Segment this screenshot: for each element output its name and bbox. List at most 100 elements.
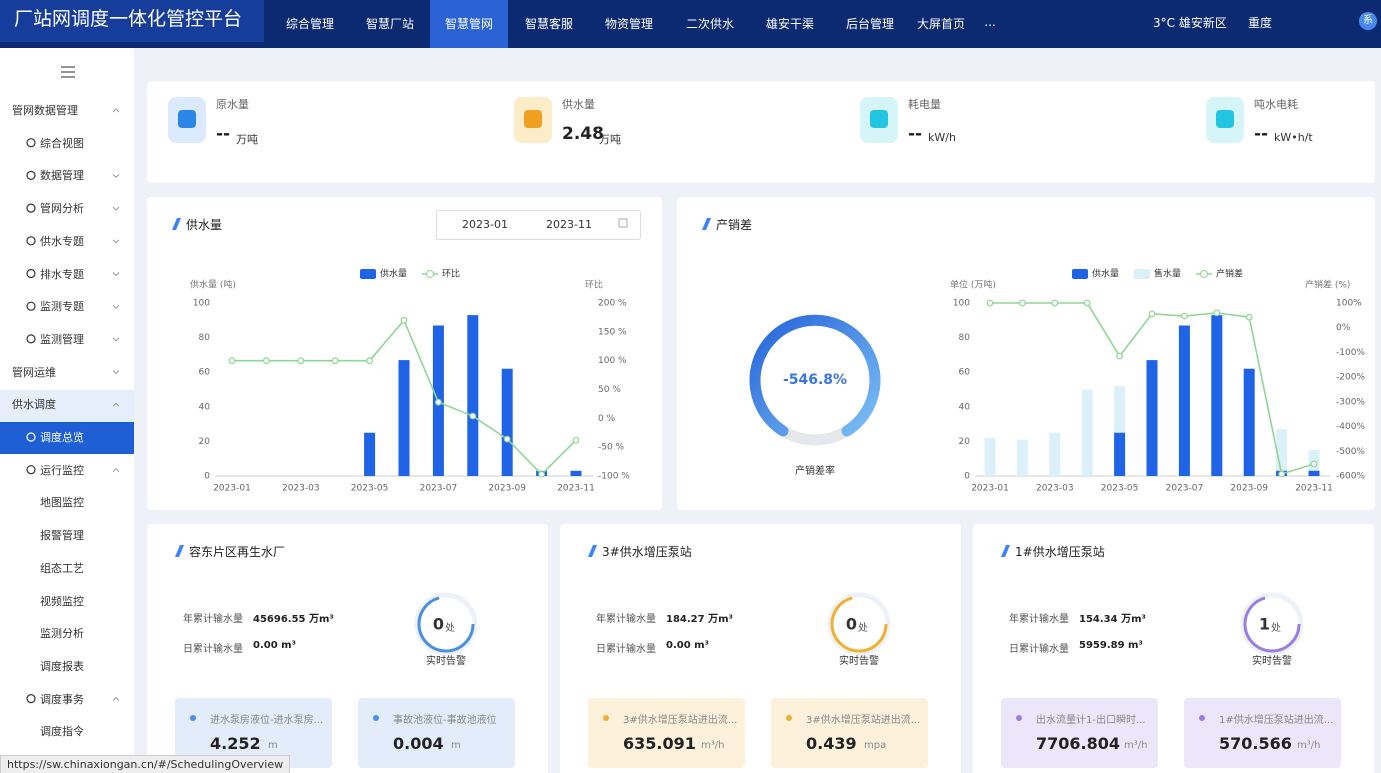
line-marker (503, 435, 511, 443)
line-marker (331, 357, 339, 365)
menu-item[interactable]: 调度报表 (40, 659, 84, 673)
nav-item[interactable]: 智慧管网 (444, 17, 493, 31)
line-marker (1083, 299, 1091, 307)
menu-item[interactable]: 监测专题 (40, 300, 84, 314)
metric-card (358, 698, 515, 768)
panel-title: 1#供水增压泵站 (1015, 545, 1105, 559)
metric-label: 事故池液位-事故池液位 (393, 715, 497, 726)
metric-label: 1#供水增压泵站进出流... (1219, 715, 1334, 726)
menu-item[interactable]: 调度总览 (40, 431, 84, 444)
calendar-icon (618, 218, 628, 228)
date-end[interactable]: 2023-11 (546, 218, 592, 231)
menu-item[interactable]: 管网数据管理 (12, 104, 78, 117)
y-axis-label: 供水量 (吨) (190, 279, 236, 291)
x-tick-label: 2023-01 (213, 484, 251, 494)
gauge-arc (749, 314, 881, 437)
menu-item[interactable]: 管网分析 (40, 202, 84, 216)
metric-value: 635.091 (623, 734, 696, 753)
date-range[interactable] (436, 210, 641, 240)
stat-value: -- (1254, 124, 1269, 144)
nav-item[interactable]: 综合管理 (285, 17, 334, 31)
bar (1211, 315, 1223, 476)
menu-item[interactable]: 监测分析 (40, 627, 84, 641)
metric-dot (1199, 715, 1205, 721)
menu-item[interactable]: 视频监控 (40, 594, 84, 608)
legend-swatch (426, 270, 434, 278)
brand (0, 0, 264, 42)
y2-tick-label: 50 % (598, 385, 621, 395)
menu-item[interactable]: 综合视图 (40, 136, 84, 150)
y-tick-label: 100 (193, 299, 210, 309)
metric-unit: m³/h (701, 740, 725, 751)
menu-item[interactable]: 供水调度 (12, 398, 56, 412)
y-tick-label: 0 (964, 472, 970, 482)
stat-value: -- (216, 124, 231, 144)
metric-unit: m (268, 740, 278, 751)
menu-chevron (112, 402, 120, 407)
bar (364, 432, 376, 476)
menu-icon (26, 334, 36, 344)
row-label: 日累计输水量 (1009, 644, 1069, 655)
title-icon (172, 218, 181, 230)
y2-tick-label: -200% (1336, 373, 1365, 383)
y2-tick-label: -400% (1336, 422, 1365, 432)
status-url: https://sw.chinaxiongan.cn/#/SchedulingO… (0, 755, 291, 773)
legend-swatch (360, 269, 376, 279)
alarm-ring (827, 592, 891, 656)
metric-unit: m³/h (1297, 740, 1321, 751)
menu-item[interactable]: 调度指令 (40, 725, 84, 739)
avatar[interactable]: 系 (1359, 12, 1377, 30)
menu-chevron (112, 370, 120, 375)
alarm-unit: 处 (445, 622, 455, 634)
row-value: 0.00 m³ (666, 640, 709, 651)
menu-item[interactable]: 运行监控 (40, 463, 84, 477)
metric-card (1184, 698, 1341, 768)
nav-item[interactable]: 物资管理 (604, 17, 653, 31)
row-value: 184.27 万m³ (666, 614, 733, 625)
nav-item[interactable]: 二次供水 (685, 17, 734, 31)
metric-label: 进水泵房液位-进水泵房... (210, 715, 324, 726)
row-label: 日累计输水量 (596, 644, 656, 655)
menu-chevron (112, 272, 120, 277)
legend-label: 供水量 (1092, 268, 1119, 280)
menu-item[interactable]: 数据管理 (40, 169, 84, 183)
metric-value: 7706.804 (1036, 734, 1121, 753)
date-start[interactable]: 2023-01 (462, 218, 508, 231)
nav-item[interactable]: 大屏首页 (916, 17, 965, 31)
menu-item[interactable]: 管网运维 (12, 365, 56, 379)
y-tick-label: 100 (953, 299, 970, 309)
line-marker (1180, 312, 1188, 320)
menu-item[interactable]: 组态工艺 (40, 561, 84, 575)
row-value: 45696.55 万m³ (253, 614, 334, 625)
menu-item[interactable]: 供水专题 (40, 234, 84, 248)
menu-chevron (112, 108, 120, 113)
y2-tick-label: -300% (1336, 397, 1365, 407)
line-marker (1310, 460, 1318, 468)
bar (1016, 439, 1028, 476)
nav-item[interactable]: 雄安干渠 (765, 17, 814, 31)
nav-item[interactable]: 后台管理 (845, 17, 894, 31)
line-marker (1051, 299, 1059, 307)
panel-title: 供水量 (186, 218, 223, 232)
app-title: 厂站网调度一体化管控平台 (14, 8, 243, 30)
nav-active[interactable] (430, 0, 508, 48)
panel-title: 产销差 (716, 218, 753, 232)
nav-item[interactable]: ... (984, 15, 996, 29)
y-tick-label: 80 (959, 333, 971, 343)
menu-item[interactable]: 报警管理 (40, 529, 84, 543)
stat-icon-glyph (1216, 110, 1234, 128)
menu-item[interactable]: 排水专题 (40, 267, 84, 281)
menu-item[interactable]: 地图监控 (40, 496, 84, 510)
y2-tick-label: -100 % (598, 472, 630, 482)
nav-item[interactable]: 智慧客服 (524, 17, 573, 31)
y-tick-label: 0 (204, 472, 210, 482)
menu-item[interactable]: 监测管理 (40, 332, 84, 346)
x-tick-label: 2023-09 (488, 484, 526, 494)
line-marker (297, 357, 305, 365)
gauge-label: 产销差率 (795, 464, 835, 477)
menu-item[interactable]: 调度事务 (40, 692, 84, 706)
nav-item[interactable]: 智慧厂站 (365, 17, 414, 31)
bar (1081, 389, 1093, 476)
bar (398, 360, 410, 476)
